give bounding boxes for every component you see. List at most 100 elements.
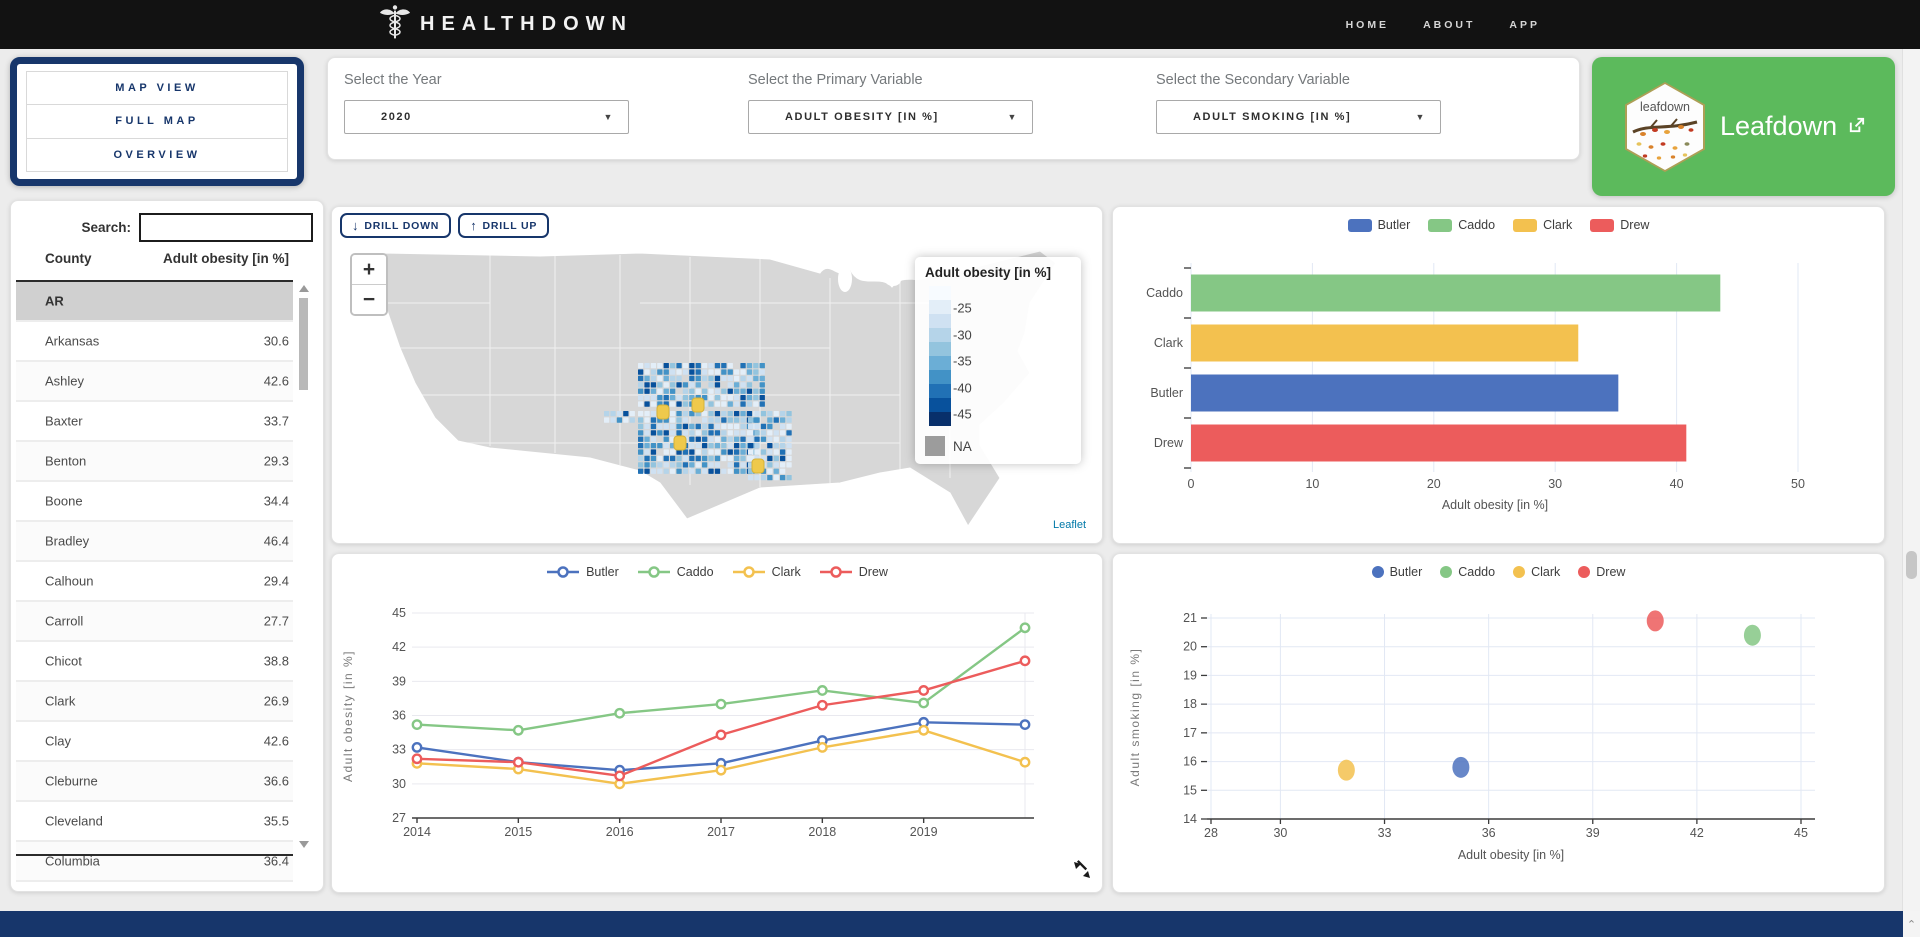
county-cell[interactable] <box>767 475 773 481</box>
county-cell[interactable] <box>695 388 701 394</box>
nav-link-app[interactable]: APP <box>1509 18 1540 31</box>
county-cell[interactable] <box>714 382 721 388</box>
county-cell[interactable] <box>734 369 740 375</box>
secondary-variable-select[interactable]: ADULT SMOKING [IN %] ▼ <box>1156 100 1441 134</box>
county-cell[interactable] <box>676 382 682 388</box>
county-cell[interactable] <box>786 443 792 449</box>
county-cell[interactable] <box>616 417 623 423</box>
line-point-drew[interactable] <box>816 699 828 711</box>
line-point-drew[interactable] <box>918 685 930 696</box>
county-cell[interactable] <box>740 449 746 455</box>
line-point-caddo[interactable] <box>816 685 828 696</box>
county-cell[interactable] <box>727 423 733 430</box>
brand[interactable]: HEALTHDOWN <box>380 0 633 49</box>
county-cell[interactable] <box>780 462 786 468</box>
county-cell[interactable] <box>780 417 786 423</box>
legend-item-caddo[interactable]: Caddo <box>1428 218 1495 232</box>
county-cell[interactable] <box>638 369 644 375</box>
county-cell[interactable] <box>682 430 689 436</box>
line-point-drew[interactable] <box>614 770 626 782</box>
county-cell[interactable] <box>670 417 676 423</box>
county-cell[interactable] <box>702 449 708 455</box>
county-cell[interactable] <box>702 430 708 436</box>
county-cell[interactable] <box>767 455 773 462</box>
county-cell[interactable] <box>780 468 786 474</box>
county-cell[interactable] <box>754 436 760 442</box>
county-cell[interactable] <box>644 436 650 442</box>
county-cell[interactable] <box>650 369 657 375</box>
legend-item-butler[interactable]: Butler <box>1371 565 1422 579</box>
county-cell[interactable] <box>740 417 746 423</box>
county-cell[interactable] <box>753 369 759 375</box>
county-cell[interactable] <box>670 449 676 455</box>
county-cell[interactable] <box>721 436 727 442</box>
county-cell[interactable] <box>689 388 695 394</box>
county-cell[interactable] <box>708 388 714 394</box>
county-cell[interactable] <box>695 375 701 382</box>
county-cell[interactable] <box>702 468 708 474</box>
county-cell[interactable] <box>663 423 669 430</box>
county-cell[interactable] <box>644 430 650 436</box>
county-cell[interactable] <box>727 417 733 423</box>
county-cell[interactable] <box>644 462 650 468</box>
county-cell[interactable] <box>740 468 746 474</box>
county-cell[interactable] <box>767 443 773 449</box>
county-cell[interactable] <box>682 395 689 401</box>
county-cell[interactable] <box>682 411 689 417</box>
county-cell[interactable] <box>748 417 754 423</box>
county-cell[interactable] <box>650 462 657 468</box>
county-cell[interactable] <box>746 401 753 407</box>
county-cell[interactable] <box>695 430 701 436</box>
bar-chart-canvas[interactable]: Caddo Clark Butler Drew 0 10 20 30 40 50 Adult obe… <box>1113 243 1882 541</box>
county-cell[interactable] <box>721 395 727 401</box>
table-row[interactable]: Baxter 33.7 <box>16 402 293 442</box>
county-cell[interactable] <box>695 436 701 442</box>
county-cell[interactable] <box>708 363 714 369</box>
county-cell[interactable] <box>759 395 765 401</box>
county-cell[interactable] <box>714 375 721 382</box>
county-cell[interactable] <box>644 417 650 423</box>
county-cell[interactable] <box>721 430 727 436</box>
county-cell[interactable] <box>759 388 765 394</box>
county-cell[interactable] <box>695 369 701 375</box>
county-cell[interactable] <box>702 411 708 417</box>
zoom-out-button[interactable]: − <box>352 285 386 314</box>
county-cell[interactable] <box>610 411 616 417</box>
county-cell[interactable] <box>714 423 721 430</box>
county-cell[interactable] <box>670 375 676 382</box>
county-cell[interactable] <box>638 449 644 455</box>
county-cell[interactable] <box>644 411 650 417</box>
county-cell[interactable] <box>708 375 714 382</box>
county-cell[interactable] <box>650 375 657 382</box>
county-cell[interactable] <box>670 395 676 401</box>
legend-item-clark[interactable]: Clark <box>732 565 801 579</box>
view-button-full-map[interactable]: FULL MAP <box>26 104 288 138</box>
county-cell[interactable] <box>695 468 701 474</box>
county-cell[interactable] <box>734 417 740 423</box>
county-cell[interactable] <box>663 382 669 388</box>
county-cell[interactable] <box>689 449 695 455</box>
county-cell[interactable] <box>740 436 746 442</box>
page-scrollbar[interactable] <box>1902 49 1920 911</box>
county-cell[interactable] <box>786 475 792 481</box>
county-cell[interactable] <box>721 468 727 474</box>
line-series-caddo[interactable] <box>416 626 1026 732</box>
county-cell[interactable] <box>638 462 644 468</box>
view-button-map-view[interactable]: MAP VIEW <box>26 71 288 105</box>
county-cell[interactable] <box>638 417 644 423</box>
county-cell[interactable] <box>623 411 629 417</box>
county-cell[interactable] <box>753 363 759 369</box>
leaflet-attribution-link[interactable]: Leaflet <box>1052 519 1086 531</box>
column-header-value[interactable]: Adult obesity [in %] <box>163 251 289 266</box>
county-cell[interactable] <box>689 382 695 388</box>
county-cell[interactable] <box>657 468 663 474</box>
county-cell[interactable] <box>657 462 663 468</box>
county-cell[interactable] <box>727 388 733 394</box>
county-cell[interactable] <box>754 423 760 430</box>
county-cell[interactable] <box>644 388 650 394</box>
county-cell[interactable] <box>714 417 721 423</box>
table-row[interactable]: Clay 42.6 <box>16 722 293 762</box>
county-cell[interactable] <box>727 443 733 449</box>
county-cell[interactable] <box>663 468 669 474</box>
county-cell[interactable] <box>721 449 727 455</box>
